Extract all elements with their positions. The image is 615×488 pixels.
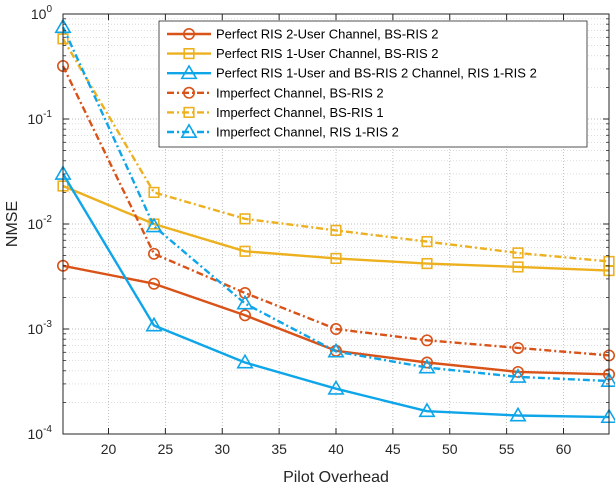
x-tick-labels: 20 25 30 35 40 45 50 55 60 xyxy=(101,441,572,457)
series-line xyxy=(61,26,610,383)
data-point-square xyxy=(421,235,433,248)
data-point-triangle xyxy=(145,217,163,233)
y-tick-labels: 100 10-1 10-2 10-3 10-4 xyxy=(28,4,53,442)
data-point-square xyxy=(330,224,342,236)
legend-label: Perfect RIS 2-User Channel, BS-RIS 2 xyxy=(216,27,439,42)
legend-label: Imperfect Channel, BS-RIS 2 xyxy=(216,85,384,100)
series-line xyxy=(61,38,610,263)
legend: Perfect RIS 2-User Channel, BS-RIS 2 Perf… xyxy=(158,20,588,148)
series-line xyxy=(61,173,610,419)
y-tick-label: 100 xyxy=(31,4,53,22)
data-point-circle xyxy=(420,356,433,369)
data-point-square xyxy=(239,213,251,225)
data-point-triangle xyxy=(327,379,345,395)
data-point-triangle xyxy=(509,368,527,383)
data-point-circle xyxy=(329,322,342,335)
x-axis-title: Pilot Overhead xyxy=(283,469,389,486)
x-tick-label: 60 xyxy=(556,441,572,457)
data-point-square xyxy=(148,186,160,198)
legend-entry: Imperfect Channel, BS-RIS 2 xyxy=(167,85,384,100)
legend-entry: Imperfect Channel, RIS 1-RIS 2 xyxy=(167,123,399,140)
legend-label: Perfect RIS 1-User Channel, BS-RIS 2 xyxy=(216,46,439,61)
data-point-circle xyxy=(239,309,252,322)
data-point-square xyxy=(512,247,524,259)
legend-entry: Perfect RIS 1-User and BS-RIS 2 Channel,… xyxy=(167,64,537,81)
legend-marker xyxy=(183,86,196,99)
legend-label: Imperfect Channel, RIS 1-RIS 2 xyxy=(216,125,399,140)
tick-marks xyxy=(63,13,609,435)
y-tick-label: 10-1 xyxy=(28,109,53,127)
data-point-triangle xyxy=(418,402,436,418)
y-axis-title: NMSE xyxy=(4,201,21,247)
data-point-circle xyxy=(420,334,433,347)
x-tick-label: 35 xyxy=(271,441,287,457)
data-point-circle xyxy=(148,247,161,260)
x-tick-label: 20 xyxy=(101,441,117,457)
data-point-circle xyxy=(511,341,524,354)
series-4 xyxy=(56,59,615,362)
legend-entry: Imperfect Channel, BS-RIS 1 xyxy=(167,105,384,120)
series-layer xyxy=(54,18,615,424)
x-tick-label: 45 xyxy=(385,441,401,457)
data-point-triangle xyxy=(236,294,254,310)
data-point-square xyxy=(512,261,524,273)
x-tick-label: 50 xyxy=(442,441,458,457)
legend-label: Imperfect Channel, BS-RIS 1 xyxy=(216,105,384,120)
data-point-triangle xyxy=(327,342,345,358)
data-point-triangle xyxy=(236,353,254,369)
data-point-square xyxy=(421,257,433,270)
legend-marker xyxy=(180,123,198,138)
data-point-circle xyxy=(239,287,252,300)
data-point-triangle xyxy=(509,406,527,422)
legend-entry: Perfect RIS 2-User Channel, BS-RIS 2 xyxy=(167,27,439,42)
legend-box xyxy=(158,20,588,148)
y-tick-label: 10-2 xyxy=(28,214,53,232)
legend-label: Perfect RIS 1-User and BS-RIS 2 Channel,… xyxy=(216,66,537,81)
data-point-square xyxy=(239,245,251,257)
x-tick-label: 30 xyxy=(214,441,230,457)
series-line xyxy=(61,65,610,357)
legend-entry: Perfect RIS 1-User Channel, BS-RIS 2 xyxy=(167,46,439,61)
legend-marker xyxy=(183,47,195,60)
data-point-square xyxy=(330,252,342,265)
x-tick-label: 40 xyxy=(328,441,344,457)
legend-marker xyxy=(183,106,195,118)
y-tick-label: 10-3 xyxy=(28,319,53,337)
x-tick-label: 25 xyxy=(158,441,174,457)
data-point-triangle xyxy=(145,316,163,332)
y-tick-label: 10-4 xyxy=(28,424,53,442)
data-point-circle xyxy=(148,277,161,290)
legend-marker xyxy=(180,64,198,80)
data-point-triangle xyxy=(418,358,436,374)
legend-marker xyxy=(183,27,196,40)
x-tick-label: 55 xyxy=(499,441,515,457)
